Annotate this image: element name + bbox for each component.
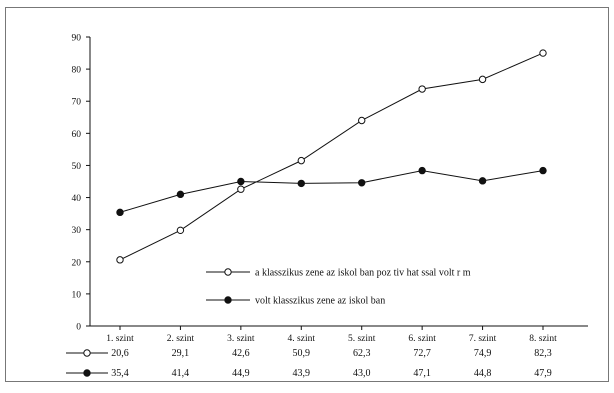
x-tick-label: 2. szint bbox=[167, 334, 195, 344]
table-row-filled-value: 47,1 bbox=[413, 368, 431, 379]
series-filled-point bbox=[418, 166, 426, 175]
series-open-point bbox=[176, 226, 185, 235]
y-tick-label: 20 bbox=[72, 258, 82, 268]
table-row-filled-value: 41,4 bbox=[172, 368, 190, 379]
x-tick-label: 1. szint bbox=[106, 334, 134, 344]
x-tick-label: 8. szint bbox=[529, 334, 557, 344]
y-tick-label: 80 bbox=[72, 66, 82, 76]
x-tick-label: 3. szint bbox=[227, 334, 255, 344]
table-row-open-value: 50,9 bbox=[293, 348, 311, 359]
series-open-line bbox=[119, 52, 544, 261]
table-row-filled-value: 44,9 bbox=[232, 368, 250, 379]
legend-item-open-label: a klasszikus zene az iskol ban poz tiv h… bbox=[255, 268, 471, 279]
table-row-filled-value: 35,4 bbox=[111, 368, 129, 379]
series-open-point bbox=[539, 49, 547, 57]
x-tick-label: 4. szint bbox=[288, 334, 316, 344]
y-tick-label: 70 bbox=[72, 98, 82, 108]
table-row-open-key-marker bbox=[83, 349, 91, 357]
x-tick-label: 6. szint bbox=[408, 334, 436, 344]
series-layer bbox=[116, 49, 547, 264]
series-open-point bbox=[478, 75, 487, 84]
y-tick-label: 60 bbox=[72, 130, 82, 140]
y-tick-label: 0 bbox=[76, 323, 81, 333]
series-filled-point bbox=[539, 166, 547, 175]
table-row-open-value: 62,3 bbox=[353, 348, 371, 359]
series-open-point bbox=[237, 185, 245, 193]
series-filled-point bbox=[297, 179, 305, 188]
y-tick-label: 10 bbox=[72, 290, 82, 300]
series-filled-point bbox=[116, 208, 124, 217]
table-row-open-value: 74,9 bbox=[474, 348, 492, 359]
table-row-filled-key-marker bbox=[83, 369, 91, 377]
legend-item-filled-marker bbox=[224, 296, 232, 304]
series-filled-point bbox=[176, 190, 185, 199]
data-table: 20,6 29,1 42,6 50,9 62,3 72,7 74,9 82,3 35,4 41,4… bbox=[66, 348, 552, 379]
axes: 0 10 20 30 40 50 60 70 80 90 1. szint 2. szint 3. sz… bbox=[72, 34, 588, 344]
series-filled-line bbox=[119, 170, 544, 213]
legend-item-open-marker bbox=[224, 268, 232, 276]
series-open-point bbox=[358, 116, 366, 125]
x-tick-label: 5. szint bbox=[348, 334, 376, 344]
table-row-open-value: 82,3 bbox=[534, 348, 552, 359]
y-tick-label: 90 bbox=[72, 34, 82, 44]
table-row-open-value: 20,6 bbox=[111, 348, 129, 359]
table-row-open-value: 42,6 bbox=[232, 348, 250, 359]
outer-frame bbox=[5, 7, 609, 382]
legend-item-filled-label: volt klasszikus zene az iskol ban bbox=[255, 296, 385, 307]
y-tick-label: 30 bbox=[72, 226, 82, 236]
table-row-filled-value: 44,8 bbox=[474, 368, 492, 379]
series-open-point bbox=[418, 85, 426, 93]
table-row-open-value: 72,7 bbox=[413, 348, 431, 359]
table-row-filled-value: 43,0 bbox=[353, 368, 371, 379]
table-row-filled-value: 43,9 bbox=[293, 368, 311, 379]
legend: a klasszikus zene az iskol ban poz tiv h… bbox=[206, 268, 471, 307]
series-open-point bbox=[116, 256, 124, 264]
series-filled-point bbox=[478, 177, 487, 185]
x-tick-label: 7. szint bbox=[469, 334, 497, 344]
y-tick-label: 50 bbox=[72, 162, 82, 172]
series-filled-point bbox=[237, 177, 245, 186]
table-row-filled-value: 47,9 bbox=[534, 368, 552, 379]
series-filled-point bbox=[358, 179, 366, 187]
series-open-point bbox=[297, 156, 305, 165]
table-row-open-value: 29,1 bbox=[172, 348, 190, 359]
y-tick-label: 40 bbox=[72, 194, 82, 204]
